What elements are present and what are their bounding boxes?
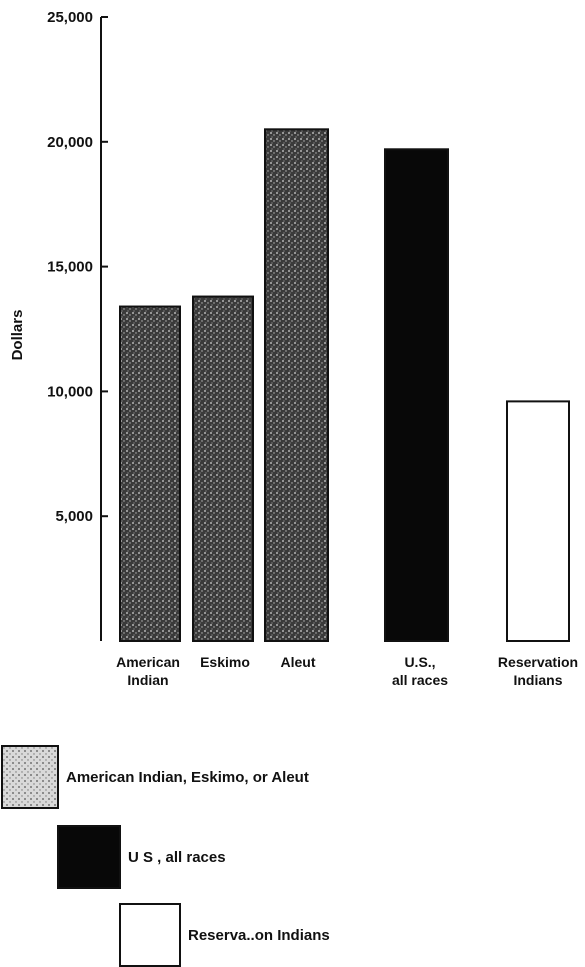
legend-swatch-res — [119, 903, 181, 967]
category-label: all races — [392, 672, 448, 688]
category-label: Eskimo — [200, 654, 250, 670]
category-label: Aleut — [281, 654, 316, 670]
legend-label-aian: American Indian, Eskimo, or Aleut — [66, 769, 309, 786]
legend: American Indian, Eskimo, or Aleut U S , a… — [1, 745, 330, 967]
bar-us-allraces — [384, 148, 449, 642]
legend-label-res: Reserva..on Indians — [188, 927, 330, 944]
y-tick-label: 25,000 — [47, 9, 93, 26]
y-axis: 5,000 10,000 15,000 20,000 25,000 — [47, 9, 108, 641]
bar-aleut — [264, 128, 329, 642]
category-label: Reservation — [498, 654, 578, 670]
bars — [119, 128, 570, 642]
legend-swatch-us — [57, 825, 121, 889]
category-labels: American Indian Eskimo Aleut U.S., all races R… — [116, 654, 578, 688]
category-label: U.S., — [404, 654, 435, 670]
bar-reservation-indians — [506, 400, 570, 642]
category-label: Indians — [513, 672, 562, 688]
legend-label-us: U S , all races — [128, 849, 226, 866]
y-axis-label: Dollars — [9, 310, 26, 361]
y-tick-label: 15,000 — [47, 259, 93, 276]
bar-american-indian — [119, 305, 181, 642]
y-tick-label: 10,000 — [47, 383, 93, 400]
y-tick-label: 20,000 — [47, 134, 93, 151]
y-tick-label: 5,000 — [55, 508, 93, 525]
bar-eskimo — [192, 295, 254, 642]
category-label: American — [116, 654, 180, 670]
category-label: Indian — [127, 672, 168, 688]
legend-swatch-aian — [1, 745, 59, 809]
